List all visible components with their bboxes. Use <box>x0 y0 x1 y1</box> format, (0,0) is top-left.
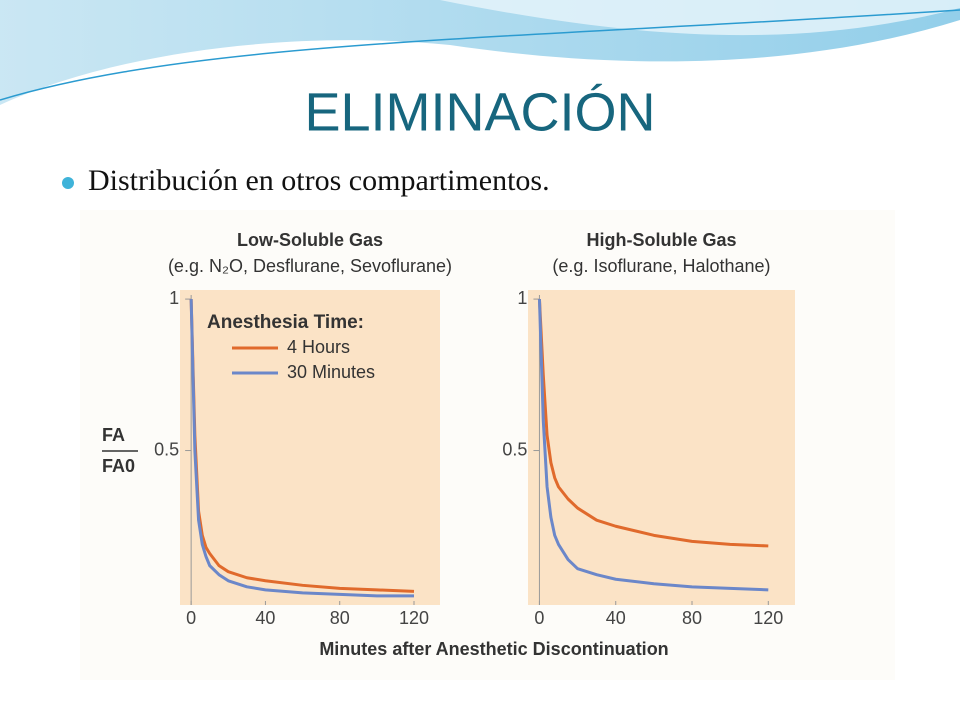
bullet-text: Distribución en otros compartimentos. <box>88 164 550 197</box>
x-tick-label: 40 <box>606 608 626 628</box>
slide-title: ELIMINACIÓN <box>304 82 655 142</box>
swoosh-line <box>0 9 960 101</box>
y-tick-label: 0.5 <box>502 439 527 459</box>
legend-title: Anesthesia Time: <box>207 312 364 333</box>
bullet-dot <box>62 177 74 189</box>
chart-subtitle: (e.g. N₂O, Desflurane, Sevoflurane) <box>168 256 452 276</box>
series-line <box>537 299 769 592</box>
y-tick-label: 0.5 <box>154 439 179 459</box>
chart-subtitle: (e.g. Isoflurane, Halothane) <box>552 256 770 276</box>
x-tick-label: 0 <box>186 608 196 628</box>
y-label-den: FA0 <box>102 456 135 476</box>
series-line <box>537 299 769 548</box>
y-label-num: FA <box>102 425 125 445</box>
x-tick-label: 120 <box>399 608 429 628</box>
x-tick-label: 120 <box>753 608 783 628</box>
x-tick-label: 80 <box>330 608 350 628</box>
plot-area <box>180 290 440 605</box>
y-tick-label: 1 <box>517 288 527 308</box>
legend-label: 4 Hours <box>287 337 350 357</box>
x-axis-label: Minutes after Anesthetic Discontinuation <box>319 639 668 659</box>
series-line <box>189 299 414 598</box>
x-tick-label: 80 <box>682 608 702 628</box>
plot-area <box>528 290 795 605</box>
chart-title: High-Soluble Gas <box>586 230 736 250</box>
chart-title: Low-Soluble Gas <box>237 230 383 250</box>
y-tick-label: 1 <box>169 288 179 308</box>
swoosh-light <box>0 0 960 36</box>
legend-label: 30 Minutes <box>287 362 375 382</box>
x-tick-label: 40 <box>255 608 275 628</box>
x-tick-label: 0 <box>534 608 544 628</box>
